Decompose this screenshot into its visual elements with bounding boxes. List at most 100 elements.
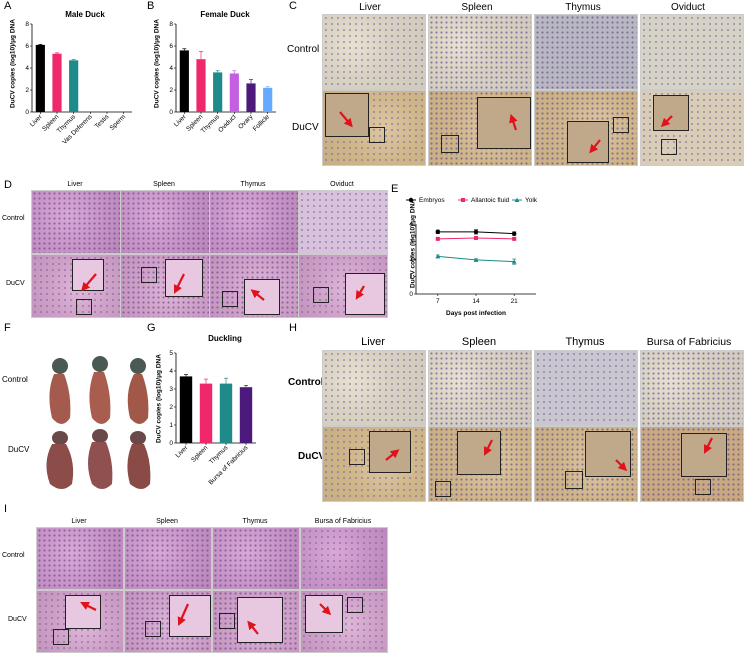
- panel-h-col-spleen: Spleen: [461, 336, 497, 348]
- panel-c-row-control: Control: [287, 44, 320, 55]
- y-tick-label: 4: [169, 368, 173, 375]
- panel-d-col-spleen: Spleen: [153, 181, 175, 188]
- panel-label-h: H: [289, 322, 297, 334]
- zoom-inset: [72, 259, 104, 291]
- y-tick-label: 5: [169, 350, 173, 357]
- zoom-inset: [585, 431, 631, 477]
- y-tick-label: 4: [169, 65, 173, 72]
- y-tick-label: 3: [169, 386, 173, 393]
- point: [514, 197, 520, 202]
- duckling-ducv-1: [46, 431, 74, 489]
- ihc-h-control-thymus: [534, 350, 638, 426]
- ihc-h-control-bursa: [640, 350, 744, 426]
- duckling-control-1: [49, 358, 71, 424]
- point: [461, 198, 465, 202]
- panel-f-row-control: Control: [2, 375, 28, 384]
- zoom-box: [695, 479, 711, 495]
- bar: [219, 383, 233, 443]
- panel-h-col-bursa: Bursa of Fabricius: [646, 336, 732, 348]
- panel-d-row-control: Control: [2, 215, 25, 222]
- bar: [179, 376, 193, 443]
- ihc-c-ducv-liver: [322, 90, 426, 166]
- legend-label: Yolk: [525, 197, 538, 204]
- bar: [179, 50, 189, 112]
- point: [435, 229, 441, 235]
- zoom-inset: [567, 121, 609, 163]
- panel-d-row-ducv: DuCV: [6, 280, 25, 287]
- panel-label-i: I: [4, 503, 8, 515]
- panel-d-col-thymus: Thymus: [240, 181, 266, 188]
- y-tick-label: 0: [409, 291, 413, 298]
- ihc-c-control-liver: [322, 14, 426, 90]
- ihc-c-control-spleen: [428, 14, 532, 90]
- y-tick-label: 2: [169, 404, 173, 411]
- legend-label: Embryos: [419, 197, 445, 204]
- chart-g-title: Duckling: [208, 334, 242, 343]
- y-tick-label: 1: [169, 422, 173, 429]
- zoom-inset: [369, 431, 411, 473]
- ihc-h-ducv-bursa: [640, 426, 744, 502]
- y-tick-label: 0: [169, 109, 173, 116]
- x-tick-label: Oviduct: [217, 113, 238, 134]
- point: [474, 236, 478, 240]
- panel-i-col-spleen: Spleen: [156, 518, 178, 525]
- zoom-inset: [653, 95, 689, 131]
- x-tick-label: Bursa of Fabricius: [207, 444, 250, 487]
- bar: [246, 83, 256, 112]
- y-tick-label: 1: [409, 274, 413, 281]
- panel-label-g: G: [147, 322, 156, 334]
- ihc-h-ducv-liver: [322, 426, 426, 502]
- panel-h-row-ducv: DuCV: [298, 451, 326, 462]
- y-tick-label: 8: [169, 21, 173, 28]
- y-tick-label: 4: [25, 65, 29, 72]
- zoom-inset: [169, 595, 211, 637]
- y-tick-label: 6: [169, 43, 173, 50]
- zoom-inset: [305, 595, 343, 633]
- y-tick-label: 3: [409, 239, 413, 246]
- panel-h-row-control: Control: [288, 377, 324, 388]
- panel-c-col-thymus: Thymus: [565, 2, 601, 13]
- panel-d-col-oviduct: Oviduct: [330, 181, 354, 188]
- x-tick-label: Liver: [174, 444, 190, 460]
- chart-b-title: Female Duck: [200, 10, 250, 19]
- zoom-box: [347, 597, 363, 613]
- y-tick-label: 6: [25, 43, 29, 50]
- zoom-box: [661, 139, 677, 155]
- panel-f-row-ducv: DuCV: [8, 445, 30, 454]
- bar: [35, 44, 45, 112]
- panel-h-col-thymus: Thymus: [565, 336, 605, 348]
- he-d-ducv-thymus: [209, 254, 299, 318]
- zoom-inset: [477, 97, 531, 149]
- he-i-control-liver: [36, 527, 124, 590]
- point: [473, 229, 479, 235]
- bar: [69, 60, 79, 112]
- he-i-ducv-spleen: [124, 590, 212, 653]
- zoom-box: [441, 135, 459, 153]
- panel-d-col-liver: Liver: [67, 181, 83, 188]
- x-tick-label: 7: [436, 298, 440, 305]
- zoom-box: [565, 471, 583, 489]
- panel-c-col-liver: Liver: [359, 2, 381, 13]
- zoom-inset: [457, 431, 501, 475]
- x-tick-label: 21: [511, 298, 519, 305]
- he-d-control-spleen: [120, 190, 210, 254]
- zoom-box: [145, 621, 161, 637]
- chart-e-svg: 0 1 2 3 4 7 14 21 Days post infection Embryos Alla…: [406, 197, 538, 317]
- bar: [199, 383, 213, 443]
- ihc-c-control-thymus: [534, 14, 638, 90]
- zoom-box: [141, 267, 157, 283]
- point: [435, 236, 440, 241]
- panel-h-col-liver: Liver: [361, 336, 385, 348]
- zoom-box: [53, 629, 69, 645]
- he-i-ducv-bursa: [300, 590, 388, 653]
- zoom-box: [435, 481, 451, 497]
- panel-i-col-liver: Liver: [71, 518, 87, 525]
- he-d-ducv-liver: [31, 254, 121, 318]
- zoom-box: [613, 117, 629, 133]
- duckling-control-3: [127, 358, 149, 424]
- panel-i-col-bursa: Bursa of Fabricius: [314, 518, 372, 525]
- legend-label: Allantoic fluid: [471, 197, 510, 204]
- ihc-h-ducv-thymus: [534, 426, 638, 502]
